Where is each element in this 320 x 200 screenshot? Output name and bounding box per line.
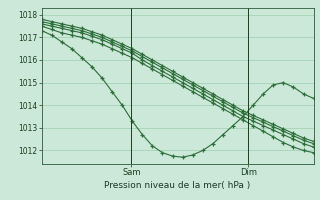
X-axis label: Pression niveau de la mer( hPa ): Pression niveau de la mer( hPa ) <box>104 181 251 190</box>
